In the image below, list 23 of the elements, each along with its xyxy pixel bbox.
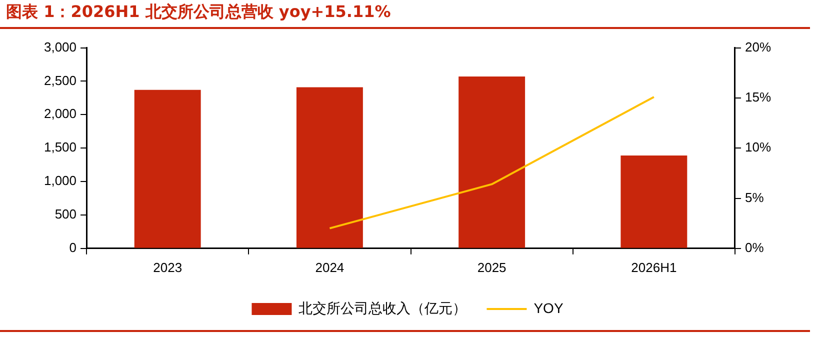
x-tick-label: 2026H1	[631, 260, 677, 275]
y2-tick-label: 10%	[744, 140, 772, 155]
x-tick-label: 2024	[315, 260, 344, 275]
x-tick-label: 2023	[153, 260, 182, 275]
y2-tick-label: 5%	[744, 190, 764, 205]
legend-label: 北交所公司总收入（亿元）	[298, 300, 467, 316]
y-tick-label: 3,000	[44, 39, 77, 54]
chart-title: 图表 1：2026H1 北交所公司总营收 yoy+15.11%	[6, 2, 391, 23]
bar	[620, 155, 688, 248]
y2-tick-label: 0%	[744, 240, 764, 255]
y-tick-label: 2,000	[44, 106, 77, 122]
bar	[458, 76, 526, 248]
y-tick-label: 0	[69, 240, 77, 255]
y-tick-label: 2,500	[44, 72, 77, 88]
x-tick-label: 2025	[477, 260, 506, 275]
y-tick-label: 1,500	[44, 140, 77, 155]
legend-label: YOY	[534, 300, 564, 316]
y2-tick-label: 20%	[744, 39, 772, 54]
y-tick-label: 1,000	[44, 173, 77, 188]
bar	[134, 90, 201, 248]
bar	[296, 87, 363, 248]
y-tick-label: 500	[54, 206, 77, 222]
y2-tick-label: 15%	[744, 90, 772, 105]
